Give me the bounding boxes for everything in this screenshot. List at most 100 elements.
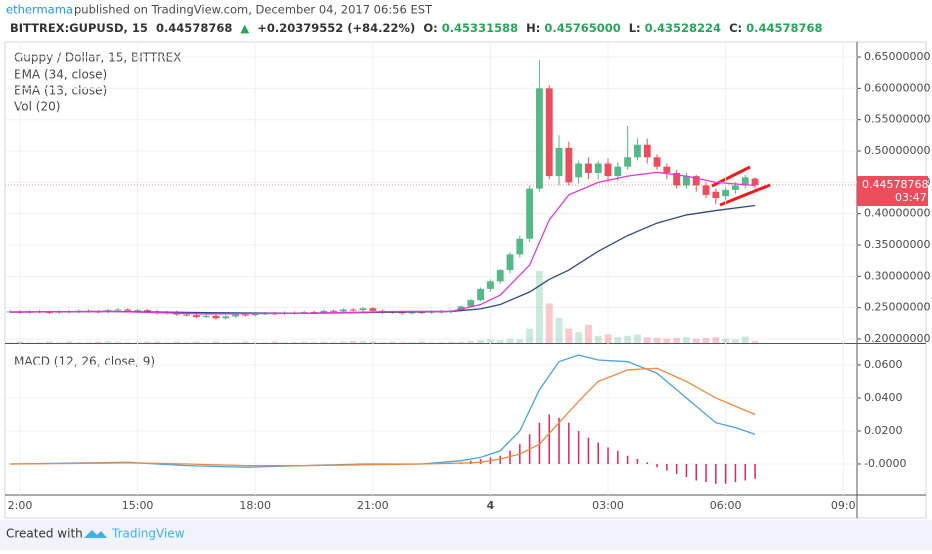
candle-body [251, 313, 259, 316]
candle-body [124, 309, 132, 311]
y-tick-label: 0.50000000 [864, 144, 930, 157]
y-tick-label: 0.25000000 [864, 301, 930, 314]
x-tick-label: 4 [487, 499, 495, 512]
volume-bar [251, 342, 259, 343]
volume-bar [722, 338, 730, 343]
volume-bar [339, 341, 347, 343]
legend-ema13: EMA (13, close) [14, 84, 107, 98]
volume-bar [398, 342, 406, 343]
candle-body [232, 314, 240, 317]
volume-bar [604, 334, 612, 343]
candle-body [526, 188, 534, 239]
volume-bar [526, 328, 534, 343]
volume-bar [624, 335, 632, 343]
volume-bar [310, 342, 318, 343]
volume-bar [75, 342, 83, 343]
volume-bar [643, 337, 651, 343]
h: 0.45765000 [544, 21, 620, 35]
volume-bar [192, 341, 200, 343]
volume-bar [594, 335, 602, 343]
volume-bar [183, 342, 191, 343]
footer-brand[interactable]: TradingView [111, 527, 185, 541]
volume-bar [124, 342, 132, 343]
volume-bar [369, 341, 377, 343]
candle-body [477, 288, 485, 301]
price-label: 0.44578768 [862, 178, 928, 191]
volume-bar [379, 342, 387, 343]
volume-bar [467, 340, 475, 343]
candle-body [643, 144, 651, 158]
candle-body [222, 316, 230, 319]
candle-body [741, 177, 749, 186]
candle-body [633, 144, 641, 158]
candle-body [722, 189, 730, 197]
volume-bar [202, 342, 210, 343]
volume-bar [65, 341, 73, 343]
volume-bar [408, 342, 416, 343]
volume-bar [388, 341, 396, 343]
volume-bar [447, 341, 455, 343]
volume-bar [437, 342, 445, 343]
candle-body [192, 315, 200, 318]
volume-bar [26, 342, 34, 343]
y-tick-label: 0.60000000 [864, 81, 930, 94]
volume-bar [555, 317, 563, 343]
candle-body [594, 163, 602, 173]
candle-body [663, 166, 671, 173]
volume-bar [575, 332, 583, 343]
candle-body [134, 310, 142, 312]
y-tick-label: 0.20000000 [864, 332, 930, 345]
volume-bar [241, 341, 249, 343]
y-tick-label: 0.65000000 [864, 50, 930, 63]
volume-bar [45, 341, 53, 343]
candle-body [349, 309, 357, 311]
y-tick-label: 0.30000000 [864, 269, 930, 282]
volume-bar [114, 341, 122, 343]
candle-body [320, 310, 328, 313]
candle-body [565, 147, 573, 183]
annotation-line [719, 183, 771, 207]
volume-bar [653, 337, 661, 343]
x-tick-label: 06:00 [710, 499, 742, 512]
volume-bar [281, 342, 289, 343]
ema-line [10, 171, 756, 315]
candle-body [604, 163, 612, 177]
legend-ema34: EMA (34, close) [14, 68, 107, 82]
volume-bar [55, 342, 63, 343]
volume-bar [232, 342, 240, 343]
candle-body [673, 172, 681, 186]
volume-bar [153, 341, 161, 343]
countdown: 03:47 [895, 191, 927, 204]
change: +0.20379552 (+84.22%) [257, 21, 415, 35]
h-label: H: [526, 21, 540, 35]
volume-bar [545, 303, 553, 343]
candle-body [212, 315, 220, 319]
candle-body [143, 310, 151, 312]
volume-bar [702, 337, 710, 343]
volume-bar [163, 342, 171, 343]
published: published on TradingView.com, December 0… [74, 3, 433, 17]
candle-body [516, 238, 524, 255]
candle-body [624, 157, 632, 167]
volume-bar [751, 340, 759, 343]
candle-body [653, 157, 661, 167]
y-tick-label: -0.0000 [864, 457, 906, 470]
volume-bar [741, 336, 749, 343]
author[interactable]: ethermama [6, 3, 73, 17]
volume-bar [261, 342, 269, 343]
candle-body [702, 185, 710, 195]
volume-bar [290, 342, 298, 343]
logo [84, 530, 107, 538]
volume-bar [496, 340, 504, 343]
plot: 2:00 15:00 18:00 21:00 4 03:00 06:00 09:0 0.6500… [5, 42, 930, 512]
volume-bar [134, 342, 142, 343]
macd-line [10, 367, 756, 467]
y-tick-label: 0.35000000 [864, 238, 930, 251]
y-tick-label: 0.0200 [864, 424, 903, 437]
volume-bar [535, 271, 543, 343]
candle-body [575, 163, 583, 178]
volume-bar [300, 341, 308, 343]
legend-volume: Vol (20) [14, 100, 60, 114]
candle-body [330, 310, 338, 312]
candle-body [535, 88, 543, 189]
